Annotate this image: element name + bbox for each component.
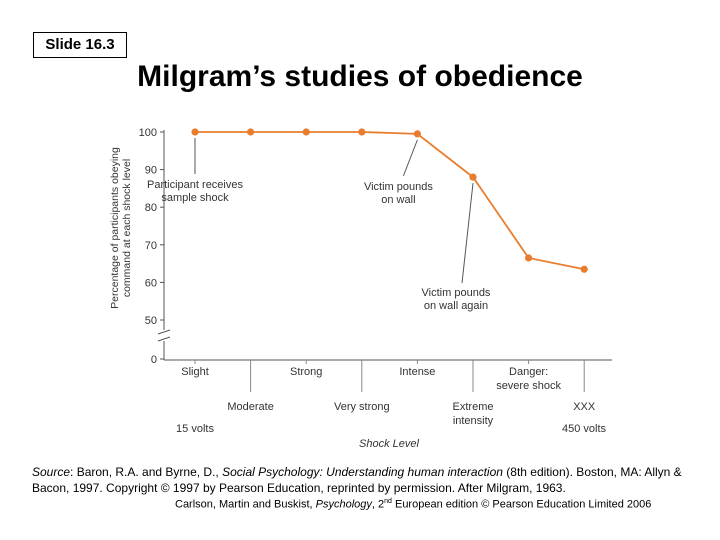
x-category-label: Very strong xyxy=(334,401,390,413)
obedience-series-line xyxy=(195,131,585,271)
obedience-line-chart: Percentage of participants obeying comma… xyxy=(109,127,612,450)
x-category-label: Danger: xyxy=(509,366,548,378)
x-category-label: XXX xyxy=(573,401,596,413)
x-axis-label: Shock Level xyxy=(359,438,419,450)
source-book-title: Social Psychology: Understanding human i… xyxy=(222,465,503,479)
voltage-right-label: 450 volts xyxy=(562,423,607,435)
x-category-label: Extreme xyxy=(453,401,494,413)
x-category-label-line2: severe shock xyxy=(496,380,561,392)
y-tick-label: 100 xyxy=(139,127,157,139)
credit-text-3: European edition © Pearson Education Lim… xyxy=(391,498,652,511)
source-text-2: (8th edition). Boston, MA: Allyn & Bacon… xyxy=(32,465,682,495)
annotation-label-line2: on wall again xyxy=(424,300,488,312)
data-point xyxy=(469,173,477,181)
source-citation: Source: Baron, R.A. and Byrne, D., Socia… xyxy=(32,464,692,496)
data-point xyxy=(247,128,255,136)
voltage-left-label: 15 volts xyxy=(176,423,214,435)
credit-book-title: Psychology xyxy=(315,498,372,511)
y-tick-label: 90 xyxy=(145,165,157,177)
credit-text-2: , 2 xyxy=(371,498,385,511)
axis-break-mark-2 xyxy=(157,336,171,342)
axis-break-mark-1 xyxy=(157,329,171,335)
annotation-label-line2: on wall xyxy=(381,194,415,206)
y-axis-label-line1: Percentage of participants obeying xyxy=(109,147,121,309)
x-category-label: Slight xyxy=(181,366,209,378)
x-category-label: Intense xyxy=(399,366,435,378)
annotation-label: Victim pounds xyxy=(364,181,433,193)
data-point xyxy=(525,254,533,262)
y-tick-label: 50 xyxy=(145,315,157,327)
credit-superscript: nd xyxy=(384,498,392,505)
credit-text-1: Carlson, Martin and Buskist, xyxy=(175,498,316,511)
x-category-label: Strong xyxy=(290,366,322,378)
y-axis-label-line2: command at each shock level xyxy=(121,159,133,297)
x-category-label-line2: intensity xyxy=(453,415,494,427)
slide-title: Milgram’s studies of obedience xyxy=(137,60,583,93)
annotation-label: Victim pounds xyxy=(422,287,491,299)
y-tick-label: 60 xyxy=(145,277,157,289)
y-tick-label: 80 xyxy=(145,202,157,214)
source-text-1: : Baron, R.A. and Byrne, D., xyxy=(70,465,223,479)
annotation-label-line2: sample shock xyxy=(161,192,229,204)
data-point xyxy=(413,130,421,138)
data-point xyxy=(358,128,366,136)
annotation-leader-line xyxy=(461,183,474,284)
slide-number-badge: Slide 16.3 xyxy=(33,32,127,58)
publisher-credit: Carlson, Martin and Buskist, Psychology,… xyxy=(175,498,651,511)
y-tick-label: 0 xyxy=(151,354,157,366)
y-tick-label: 70 xyxy=(145,240,157,252)
x-category-label: Moderate xyxy=(227,401,273,413)
annotation-label: Participant receives xyxy=(147,179,243,191)
source-label: Source xyxy=(32,465,71,479)
annotation-leader-line xyxy=(402,139,418,177)
data-point xyxy=(302,128,310,136)
data-point xyxy=(580,265,588,273)
data-point xyxy=(191,128,199,136)
